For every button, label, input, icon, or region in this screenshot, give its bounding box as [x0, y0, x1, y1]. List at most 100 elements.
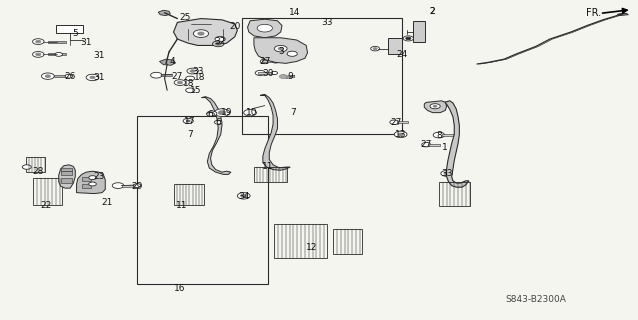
Circle shape: [45, 75, 50, 77]
Bar: [82, 177, 91, 181]
Circle shape: [394, 131, 407, 138]
Circle shape: [33, 39, 44, 44]
Text: S843-B2300A: S843-B2300A: [505, 295, 567, 304]
Text: 6: 6: [215, 118, 221, 127]
Circle shape: [274, 45, 287, 52]
Text: 23: 23: [93, 172, 105, 181]
Polygon shape: [260, 94, 290, 170]
Text: 8: 8: [436, 131, 442, 140]
Circle shape: [390, 120, 399, 124]
Text: 33: 33: [321, 18, 332, 27]
Text: 19: 19: [221, 108, 232, 117]
Bar: [258, 72, 274, 74]
Text: 12: 12: [306, 243, 317, 252]
Circle shape: [174, 80, 186, 85]
Bar: [122, 185, 137, 187]
Circle shape: [186, 88, 195, 92]
Circle shape: [430, 104, 440, 109]
Text: 20: 20: [229, 22, 241, 31]
Circle shape: [444, 172, 449, 175]
Circle shape: [279, 75, 287, 78]
Circle shape: [218, 111, 226, 115]
Circle shape: [244, 109, 256, 116]
Bar: [61, 168, 72, 171]
Bar: [439, 182, 470, 206]
Circle shape: [422, 142, 431, 147]
Polygon shape: [286, 75, 295, 78]
Circle shape: [190, 70, 195, 72]
Text: 31: 31: [80, 38, 92, 47]
Circle shape: [216, 43, 221, 45]
Text: 6: 6: [207, 110, 214, 119]
Text: 27: 27: [390, 118, 401, 127]
Bar: [48, 53, 66, 55]
Bar: [61, 171, 72, 175]
Polygon shape: [158, 10, 170, 16]
Bar: [137, 116, 268, 284]
Circle shape: [36, 53, 41, 56]
Bar: [397, 121, 408, 123]
Circle shape: [260, 59, 269, 64]
Text: 2: 2: [430, 7, 435, 16]
Text: 30: 30: [262, 69, 274, 78]
Circle shape: [214, 120, 222, 124]
Text: 27: 27: [420, 140, 432, 149]
Bar: [33, 178, 62, 205]
Bar: [26, 157, 45, 172]
Circle shape: [441, 171, 452, 176]
Circle shape: [398, 133, 403, 136]
Circle shape: [210, 113, 214, 115]
Circle shape: [183, 118, 193, 124]
Circle shape: [278, 47, 283, 50]
Text: 18: 18: [194, 73, 205, 82]
Circle shape: [193, 30, 209, 37]
Circle shape: [255, 70, 265, 76]
Circle shape: [151, 72, 162, 78]
Text: 24: 24: [396, 50, 408, 59]
Text: 17: 17: [184, 117, 196, 126]
Text: 26: 26: [64, 72, 76, 81]
Bar: [254, 167, 287, 182]
Text: 7: 7: [290, 108, 297, 117]
Text: 10: 10: [246, 108, 258, 117]
Text: 27: 27: [172, 72, 183, 81]
Bar: [281, 50, 293, 52]
Text: 27: 27: [259, 57, 271, 66]
Polygon shape: [174, 19, 237, 45]
Circle shape: [112, 183, 124, 188]
Circle shape: [65, 74, 73, 78]
Text: 9: 9: [287, 72, 293, 81]
Polygon shape: [160, 59, 175, 65]
Circle shape: [187, 68, 198, 74]
Circle shape: [257, 24, 272, 32]
Polygon shape: [59, 165, 75, 188]
Circle shape: [212, 41, 224, 47]
Polygon shape: [248, 19, 282, 38]
Circle shape: [36, 40, 41, 43]
Text: 4: 4: [170, 57, 175, 66]
Circle shape: [373, 48, 377, 50]
Bar: [413, 21, 425, 42]
Text: 7: 7: [187, 130, 193, 139]
Text: 34: 34: [238, 192, 249, 201]
Text: 28: 28: [33, 167, 44, 176]
Text: 29: 29: [131, 182, 143, 191]
Polygon shape: [254, 38, 308, 63]
Circle shape: [89, 182, 96, 186]
Bar: [61, 178, 72, 183]
Circle shape: [272, 60, 279, 63]
Circle shape: [406, 37, 411, 40]
Bar: [333, 229, 362, 254]
Text: 31: 31: [93, 73, 105, 82]
Bar: [274, 224, 327, 258]
Bar: [174, 184, 204, 205]
Circle shape: [22, 165, 31, 169]
Text: 5: 5: [72, 29, 78, 38]
Bar: [48, 41, 66, 43]
Circle shape: [186, 76, 195, 81]
Circle shape: [215, 36, 225, 42]
Text: 13: 13: [395, 130, 406, 139]
Circle shape: [207, 112, 214, 116]
Circle shape: [214, 109, 230, 116]
Circle shape: [371, 46, 380, 51]
